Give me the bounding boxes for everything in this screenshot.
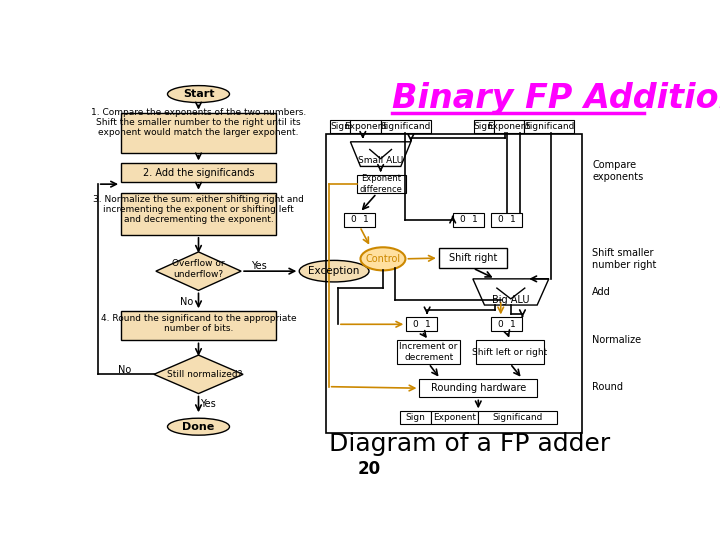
Text: 3. Normalize the sum: either shifting right and
incrementing the exponent or shi: 3. Normalize the sum: either shifting ri… <box>93 194 304 225</box>
Text: Normalize: Normalize <box>593 335 642 346</box>
Text: Significand: Significand <box>381 122 431 131</box>
Text: Sign: Sign <box>405 413 426 422</box>
Text: 2. Add the significands: 2. Add the significands <box>143 167 254 178</box>
Ellipse shape <box>168 418 230 435</box>
FancyBboxPatch shape <box>381 120 431 132</box>
FancyBboxPatch shape <box>474 120 494 132</box>
Polygon shape <box>154 355 243 394</box>
Text: Significand: Significand <box>524 122 575 131</box>
Text: Significand: Significand <box>492 413 543 422</box>
FancyBboxPatch shape <box>431 411 478 423</box>
FancyBboxPatch shape <box>344 213 375 226</box>
FancyBboxPatch shape <box>121 311 276 340</box>
FancyBboxPatch shape <box>492 213 523 226</box>
FancyBboxPatch shape <box>524 120 575 132</box>
FancyBboxPatch shape <box>121 112 276 153</box>
Text: Binary FP Addition: Binary FP Addition <box>392 82 720 114</box>
Text: Control: Control <box>365 254 400 264</box>
Text: 0: 0 <box>413 320 418 329</box>
Text: Increment or
decrement: Increment or decrement <box>400 342 458 362</box>
Text: Exponent: Exponent <box>433 413 477 422</box>
Text: 0: 0 <box>459 215 465 224</box>
Text: Done: Done <box>182 422 215 431</box>
Text: 0: 0 <box>498 320 503 329</box>
Text: 1. Compare the exponents of the two numbers.
Shift the smaller number to the rig: 1. Compare the exponents of the two numb… <box>91 107 306 138</box>
Text: Still normalized?: Still normalized? <box>167 370 243 379</box>
Text: 1: 1 <box>363 215 369 224</box>
Text: Exponent: Exponent <box>344 122 387 131</box>
Text: 0: 0 <box>498 215 503 224</box>
FancyBboxPatch shape <box>397 340 461 363</box>
Text: Exponent
difference: Exponent difference <box>360 174 402 194</box>
Text: Add: Add <box>593 287 611 297</box>
Text: 20: 20 <box>357 460 381 478</box>
FancyBboxPatch shape <box>476 340 544 363</box>
FancyBboxPatch shape <box>492 318 523 331</box>
FancyBboxPatch shape <box>330 120 351 132</box>
Polygon shape <box>473 279 549 305</box>
Text: Yes: Yes <box>251 261 267 271</box>
Text: Yes: Yes <box>200 400 216 409</box>
Text: 1: 1 <box>510 320 516 329</box>
Ellipse shape <box>168 85 230 103</box>
FancyBboxPatch shape <box>494 120 524 132</box>
FancyBboxPatch shape <box>121 164 276 182</box>
Polygon shape <box>156 252 241 291</box>
Text: Sign: Sign <box>474 122 494 131</box>
Text: Shift left or right: Shift left or right <box>472 348 548 356</box>
FancyBboxPatch shape <box>419 379 537 397</box>
Text: Start: Start <box>183 89 215 99</box>
Polygon shape <box>351 142 411 166</box>
Text: 1: 1 <box>472 215 477 224</box>
Text: 4. Round the significand to the appropriate
number of bits.: 4. Round the significand to the appropri… <box>101 314 297 333</box>
Text: Compare
exponents: Compare exponents <box>593 160 644 182</box>
Text: Overflow or
underflow?: Overflow or underflow? <box>172 259 225 279</box>
Text: Round: Round <box>593 382 624 392</box>
FancyBboxPatch shape <box>356 175 406 193</box>
Text: Diagram of a FP adder: Diagram of a FP adder <box>329 431 611 456</box>
FancyBboxPatch shape <box>400 411 431 423</box>
FancyBboxPatch shape <box>121 193 276 235</box>
Text: Rounding hardware: Rounding hardware <box>431 383 526 393</box>
Text: Exponent: Exponent <box>487 122 531 131</box>
Text: Small ALU: Small ALU <box>358 156 403 165</box>
Ellipse shape <box>300 260 369 282</box>
FancyBboxPatch shape <box>453 213 484 226</box>
Text: 1: 1 <box>510 215 516 224</box>
Text: Shift right: Shift right <box>449 253 497 263</box>
Text: No: No <box>180 297 194 307</box>
Text: No: No <box>118 364 132 375</box>
Text: 0: 0 <box>351 215 356 224</box>
Ellipse shape <box>361 247 405 271</box>
FancyBboxPatch shape <box>406 318 437 331</box>
Text: 1: 1 <box>425 320 431 329</box>
FancyBboxPatch shape <box>438 248 507 268</box>
FancyBboxPatch shape <box>351 120 381 132</box>
FancyBboxPatch shape <box>478 411 557 423</box>
Text: Sign: Sign <box>330 122 350 131</box>
Text: Big ALU: Big ALU <box>492 295 530 305</box>
Text: Exception: Exception <box>308 266 360 276</box>
Text: Shift smaller
number right: Shift smaller number right <box>593 248 657 269</box>
